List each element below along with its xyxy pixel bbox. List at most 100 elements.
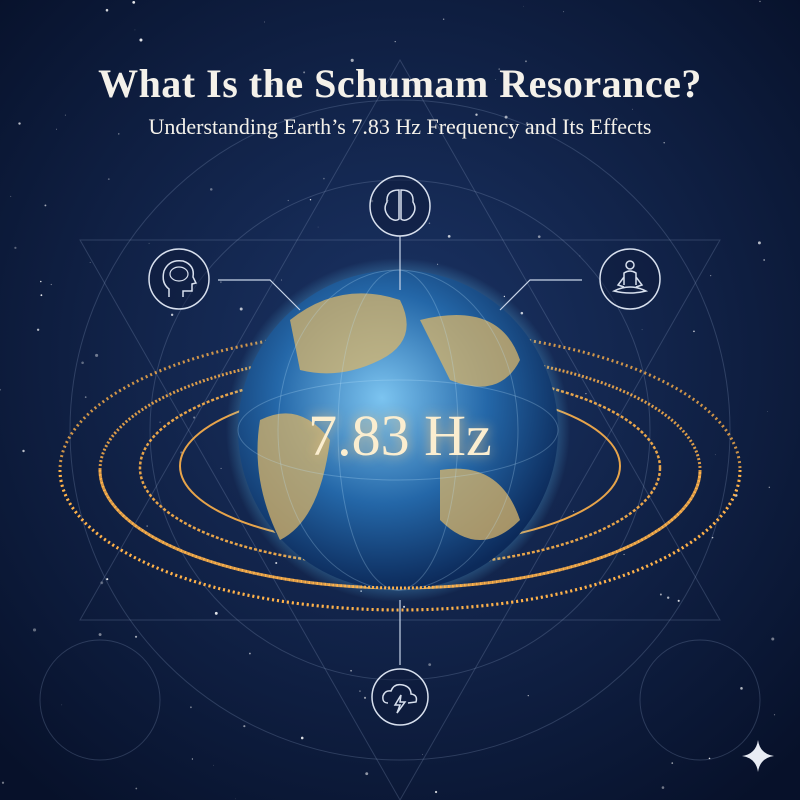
star [504,115,508,119]
star [118,133,120,135]
star [84,396,87,398]
sparkle-icon [742,740,774,772]
page-title: What Is the Schumam Resorance? [98,61,702,106]
star [763,259,766,261]
star [300,736,304,740]
star [537,235,541,239]
star [50,283,52,286]
star [710,274,712,277]
star [36,328,40,331]
star [134,635,138,638]
brain-icon [369,175,431,237]
star [369,124,372,127]
continents [257,293,520,540]
star [0,388,2,391]
star [394,40,396,43]
star [1,781,5,784]
star [350,669,352,672]
star [95,353,99,357]
star [659,593,662,596]
star [525,122,529,125]
star [191,758,193,760]
star [475,113,478,116]
star [666,596,670,599]
star [428,663,432,666]
star [275,561,278,565]
page-subtitle: Understanding Earth’s 7.83 Hz Frequency … [148,114,652,139]
star [18,122,21,125]
star [139,38,143,42]
star [64,114,66,116]
star [213,764,214,766]
star [148,242,150,244]
star [14,246,17,249]
star [134,29,136,31]
star [498,68,501,70]
star [170,313,174,317]
star [209,188,213,191]
star [132,0,136,4]
star [641,329,643,331]
star [525,60,527,63]
star [365,772,369,776]
star [693,330,695,333]
star [527,695,529,697]
star [523,5,524,7]
meditation-icon [599,248,661,310]
star [106,578,109,581]
star [773,714,776,716]
star [270,82,274,86]
cloud-lightning-icon [371,668,429,726]
star [135,787,138,790]
star [771,637,775,641]
star [663,141,665,144]
star [677,599,680,602]
star [767,411,768,412]
star [44,204,47,207]
star [190,706,192,709]
star [22,449,25,453]
star [759,0,761,3]
star [280,279,282,281]
star [264,21,265,23]
frequency-label: 7.83 Hz [308,403,492,468]
star [317,226,319,228]
star [757,241,761,245]
star [40,294,43,297]
star [55,128,57,130]
star [495,79,497,80]
star [89,262,91,263]
star [193,416,196,419]
star [740,687,743,690]
star [235,798,236,800]
star [220,467,222,469]
star [623,553,625,555]
star [671,762,674,764]
star [585,393,587,395]
star [363,696,367,699]
star [359,690,361,693]
star [434,790,438,794]
star [40,280,42,283]
star [287,199,289,202]
star [442,18,445,20]
star [303,71,306,74]
star [61,704,63,706]
star [105,8,109,12]
star [428,222,431,224]
star [220,281,222,283]
star [402,605,406,608]
star [572,510,575,512]
star [447,234,451,238]
connector-lines [218,236,582,665]
star [711,536,714,539]
star [661,786,665,789]
star [422,754,423,755]
star [239,307,243,311]
star [98,633,102,637]
star [243,725,246,728]
star [579,255,581,257]
star [536,125,539,128]
star [159,421,161,423]
star [563,11,565,13]
